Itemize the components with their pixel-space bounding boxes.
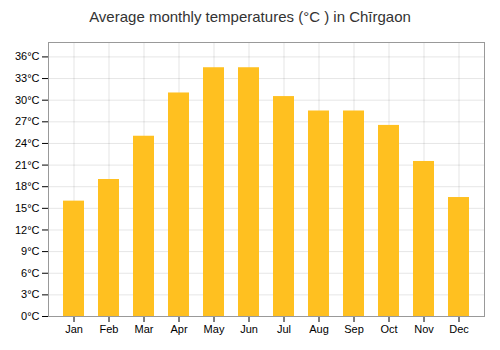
svg-text:Mar: Mar: [135, 323, 154, 335]
svg-text:0°C: 0°C: [21, 310, 40, 322]
svg-text:33°C: 33°C: [15, 72, 40, 84]
svg-text:6°C: 6°C: [21, 267, 40, 279]
svg-text:3°C: 3°C: [21, 288, 40, 300]
svg-text:Jun: Jun: [240, 323, 258, 335]
svg-text:Dec: Dec: [449, 323, 469, 335]
svg-text:Feb: Feb: [100, 323, 119, 335]
svg-text:9°C: 9°C: [21, 245, 40, 257]
svg-text:Oct: Oct: [380, 323, 397, 335]
svg-text:27°C: 27°C: [15, 115, 40, 127]
svg-text:12°C: 12°C: [15, 223, 40, 235]
svg-text:May: May: [204, 323, 225, 335]
svg-text:Aug: Aug: [309, 323, 329, 335]
svg-text:30°C: 30°C: [15, 94, 40, 106]
svg-text:Sep: Sep: [344, 323, 364, 335]
svg-text:36°C: 36°C: [15, 50, 40, 62]
svg-text:15°C: 15°C: [15, 202, 40, 214]
svg-text:Jul: Jul: [277, 323, 291, 335]
svg-text:21°C: 21°C: [15, 159, 40, 171]
html-text:Average monthly temperatures (: Average monthly temperatures (°C ) in Ch…: [89, 8, 411, 25]
svg-text:Jan: Jan: [65, 323, 83, 335]
svg-text:24°C: 24°C: [15, 137, 40, 149]
svg-text:Apr: Apr: [170, 323, 187, 335]
svg-text:Nov: Nov: [414, 323, 434, 335]
svg-text:18°C: 18°C: [15, 180, 40, 192]
